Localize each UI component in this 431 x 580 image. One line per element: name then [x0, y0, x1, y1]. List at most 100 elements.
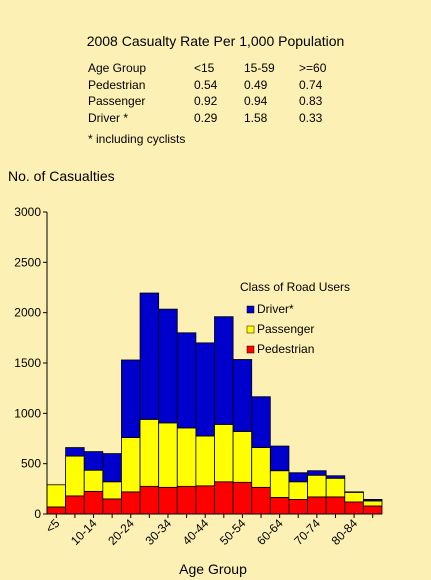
bar-passenger-11 — [251, 447, 271, 488]
bar-pedestrian-1 — [65, 495, 85, 515]
bar-pedestrian-11 — [251, 486, 271, 515]
bar-driver-3 — [102, 453, 122, 483]
rate-col-header: 15-59 — [244, 61, 275, 76]
bar-driver-14 — [307, 470, 327, 476]
bar-passenger-10 — [232, 431, 253, 483]
bar-passenger-9 — [214, 424, 234, 483]
bar-passenger-2 — [83, 469, 104, 492]
x-tick-label: 50-54 — [217, 516, 249, 548]
rate-cell: 1.58 — [244, 110, 268, 125]
bar-driver-13 — [288, 472, 308, 483]
bar-pedestrian-6 — [158, 486, 178, 515]
bars-group — [46, 292, 383, 515]
bar-pedestrian-2 — [83, 490, 104, 515]
bar-pedestrian-3 — [102, 498, 122, 515]
rate-col-header: >=60 — [299, 61, 327, 76]
bar-passenger-6 — [158, 422, 178, 488]
rate-cell: 0.94 — [244, 94, 268, 109]
x-tick-label: 20-24 — [105, 516, 137, 548]
rate-table-row: Passenger 0.92 0.94 0.83 — [88, 93, 339, 110]
bar-driver-5 — [139, 292, 160, 420]
bar-pedestrian-12 — [269, 496, 290, 515]
rate-col-header: Age Group — [88, 61, 147, 76]
bar-driver-12 — [269, 445, 290, 472]
bar-driver-4 — [121, 359, 141, 438]
y-tick-label: 2000 — [14, 306, 41, 320]
rate-cell: 0.54 — [194, 77, 218, 92]
rate-row-label: Pedestrian — [88, 77, 146, 92]
rate-table-header: Age Group <15 15-59 >=60 — [88, 60, 339, 77]
legend-entry: Driver* — [257, 302, 294, 316]
bar-driver-1 — [65, 447, 85, 457]
bar-pedestrian-4 — [121, 491, 141, 515]
rate-col-header: <15 — [194, 61, 215, 76]
y-tick-label: 1500 — [14, 356, 41, 370]
legend-entry: Passenger — [257, 322, 314, 336]
bar-pedestrian-10 — [232, 481, 253, 515]
bar-pedestrian-14 — [307, 496, 327, 515]
bar-passenger-7 — [176, 427, 197, 487]
bar-passenger-15 — [325, 477, 346, 498]
rate-cell: 0.33 — [299, 110, 323, 125]
bar-passenger-17 — [362, 500, 383, 507]
bar-driver-9 — [214, 316, 234, 425]
y-tick-label: 2500 — [14, 255, 41, 269]
rate-cell: 0.49 — [244, 77, 268, 92]
x-axis-label: Age Group — [179, 561, 247, 577]
rate-cell: 0.29 — [194, 110, 218, 125]
bar-passenger-12 — [269, 470, 290, 498]
bar-passenger-3 — [102, 481, 122, 500]
rate-row-label: Driver * — [88, 110, 129, 125]
bar-pedestrian-9 — [214, 481, 234, 515]
y-tick-label: 1000 — [14, 406, 41, 420]
bar-pedestrian-5 — [139, 485, 160, 515]
legend-entry: Pedestrian — [257, 342, 314, 356]
bar-driver-16 — [344, 491, 364, 493]
bar-passenger-1 — [65, 455, 85, 497]
bar-driver-6 — [158, 308, 178, 424]
rate-cell: 0.74 — [299, 77, 323, 92]
bar-driver-10 — [232, 359, 253, 432]
bar-passenger-13 — [288, 481, 308, 500]
bar-pedestrian-13 — [288, 499, 308, 515]
rate-cell: 0.92 — [194, 94, 218, 109]
rate-table-row: Driver * 0.29 1.58 0.33 — [88, 110, 339, 127]
x-tick-label: 40-44 — [180, 516, 212, 548]
legend: Class of Road Users Driver* Passenger Pedes… — [240, 280, 350, 356]
bar-passenger-16 — [344, 491, 364, 503]
y-tick-label: 3000 — [14, 205, 41, 219]
bar-pedestrian-15 — [325, 496, 346, 515]
y-axis-label: No. of Casualties — [8, 168, 115, 184]
legend-swatch — [246, 325, 255, 334]
x-tick-label: 30-34 — [142, 516, 174, 548]
bar-passenger-4 — [121, 437, 141, 493]
rate-table-note: * including cyclists — [88, 132, 186, 146]
bar-passenger-8 — [195, 435, 215, 487]
x-tick-label: 60-64 — [254, 516, 286, 548]
bar-pedestrian-8 — [195, 485, 215, 515]
x-tick-label: 70-74 — [291, 516, 323, 548]
bar-driver-8 — [195, 342, 215, 437]
bar-driver-7 — [176, 332, 197, 429]
chart-title: 2008 Casualty Rate Per 1,000 Population — [86, 33, 345, 49]
legend-swatch — [246, 305, 255, 314]
bar-pedestrian-0 — [46, 506, 67, 515]
bar-passenger-0 — [46, 484, 67, 508]
x-tick-label: 80-84 — [329, 516, 361, 548]
bar-driver-15 — [325, 475, 346, 479]
bar-driver-11 — [251, 396, 271, 448]
bar-passenger-5 — [139, 418, 160, 487]
bar-passenger-14 — [307, 474, 327, 498]
bar-driver-2 — [83, 451, 104, 471]
bar-pedestrian-7 — [176, 485, 197, 515]
rate-cell: 0.83 — [299, 94, 323, 109]
x-tick-label: <5 — [43, 516, 63, 536]
legend-swatch — [246, 345, 255, 354]
legend-title: Class of Road Users — [240, 280, 350, 294]
bar-pedestrian-16 — [344, 501, 364, 515]
casualty-rate-table: Age Group <15 15-59 >=60 Pedestrian 0.54… — [88, 60, 339, 126]
rate-row-label: Passenger — [88, 94, 146, 109]
y-tick-label: 0 — [34, 507, 41, 521]
y-tick-label: 500 — [21, 457, 41, 471]
